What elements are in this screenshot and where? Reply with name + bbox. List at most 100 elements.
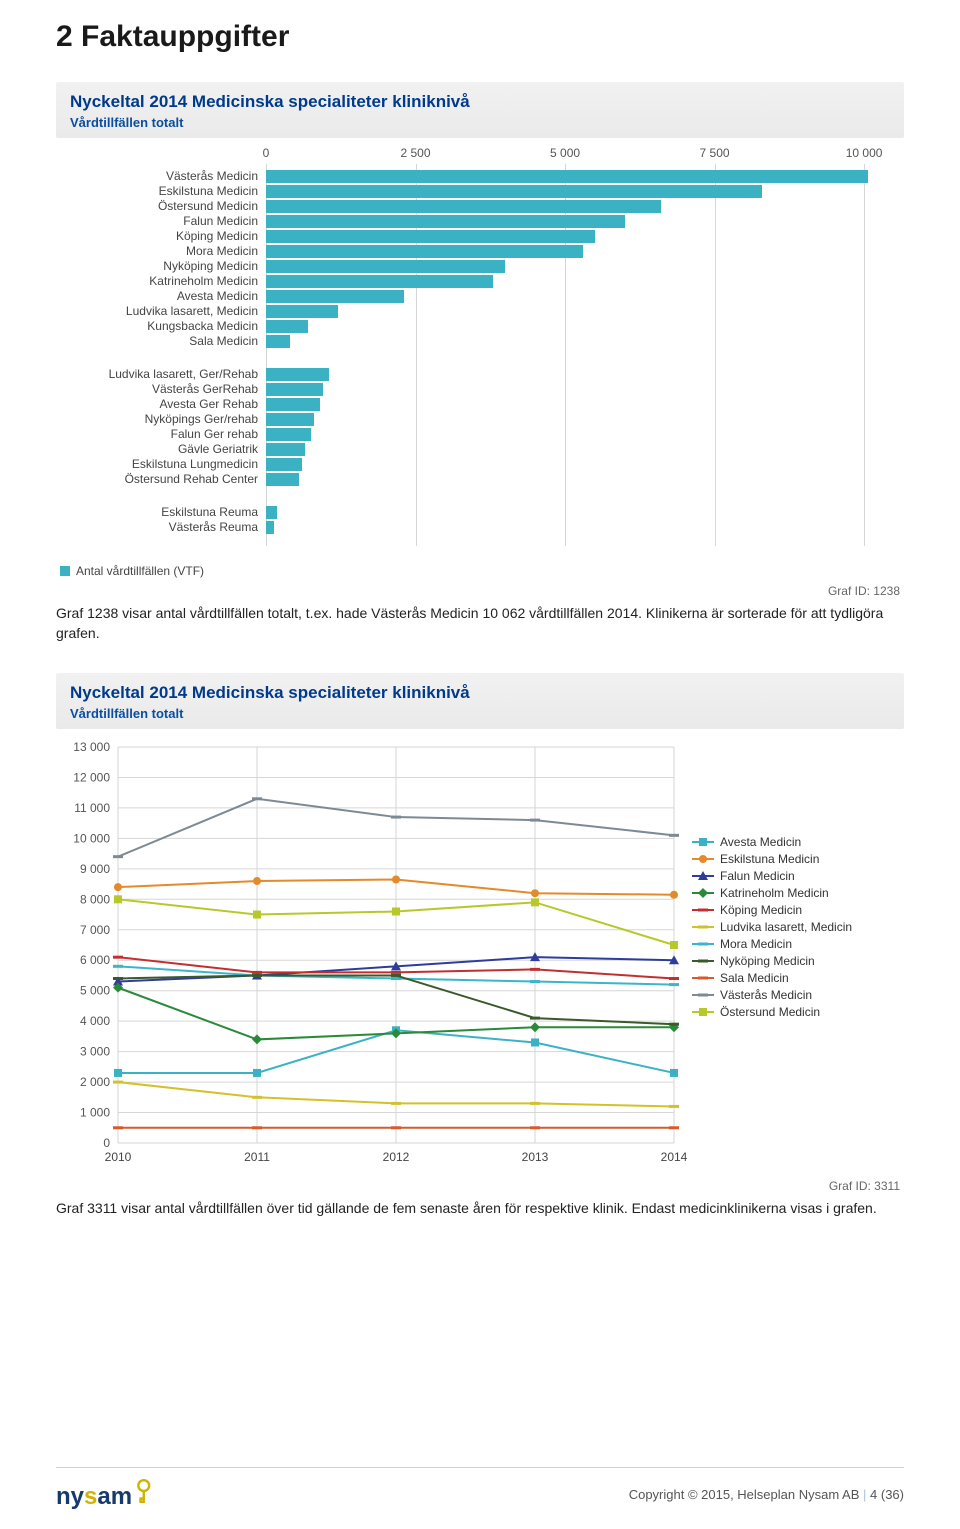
legend-item: Västerås Medicin <box>692 988 852 1002</box>
bar-label: Nyköpings Ger/rehab <box>56 412 258 426</box>
bar <box>266 305 338 318</box>
page-footer: nysam Copyright © 2015, Helseplan Nysam … <box>56 1467 904 1511</box>
bar <box>266 245 583 258</box>
chart1-subtitle: Vårdtillfällen totalt <box>70 115 890 130</box>
x-tick-label: 7 500 <box>685 146 745 160</box>
bar-label: Mora Medicin <box>56 244 258 258</box>
bar <box>266 200 661 213</box>
logo-text: nysam <box>56 1483 132 1511</box>
svg-text:1 000: 1 000 <box>80 1106 110 1120</box>
bar-label: Falun Medicin <box>56 214 258 228</box>
chart2-header: Nyckeltal 2014 Medicinska specialiteter … <box>56 673 904 729</box>
svg-text:2013: 2013 <box>522 1150 549 1164</box>
svg-text:12 000: 12 000 <box>73 771 110 785</box>
key-icon <box>134 1478 160 1504</box>
legend-item: Avesta Medicin <box>692 835 852 849</box>
legend-label: Västerås Medicin <box>720 988 812 1002</box>
bar <box>266 383 323 396</box>
legend-label: Köping Medicin <box>720 903 802 917</box>
legend-label: Katrineholm Medicin <box>720 886 829 900</box>
bar-label: Gävle Geriatrik <box>56 442 258 456</box>
svg-text:2010: 2010 <box>105 1150 132 1164</box>
svg-text:4 000: 4 000 <box>80 1014 110 1028</box>
svg-text:6 000: 6 000 <box>80 953 110 967</box>
x-tick-label: 5 000 <box>535 146 595 160</box>
logo-part-2: s <box>84 1483 97 1510</box>
logo-part-1: ny <box>56 1483 84 1510</box>
chart1-legend-label: Antal vårdtillfällen (VTF) <box>76 564 204 578</box>
legend-label: Mora Medicin <box>720 937 792 951</box>
bar-label: Eskilstuna Lungmedicin <box>56 457 258 471</box>
bar <box>266 215 625 228</box>
svg-text:9 000: 9 000 <box>80 862 110 876</box>
chart2-plot: 01 0002 0003 0004 0005 0006 0007 0008 00… <box>56 733 904 1173</box>
svg-text:2014: 2014 <box>661 1150 688 1164</box>
svg-text:2012: 2012 <box>383 1150 410 1164</box>
legend-label: Nyköping Medicin <box>720 954 815 968</box>
legend-item: Ludvika lasarett, Medicin <box>692 920 852 934</box>
bar <box>266 506 277 519</box>
bar <box>266 368 329 381</box>
bar-label: Köping Medicin <box>56 229 258 243</box>
chart2-graf-id: Graf ID: 3311 <box>56 1179 900 1193</box>
bar <box>266 521 274 534</box>
svg-text:13 000: 13 000 <box>73 740 110 754</box>
bar-label: Östersund Rehab Center <box>56 472 258 486</box>
svg-text:7 000: 7 000 <box>80 923 110 937</box>
bar-label: Falun Ger rehab <box>56 427 258 441</box>
bar <box>266 290 404 303</box>
chart1-header: Nyckeltal 2014 Medicinska specialiteter … <box>56 82 904 138</box>
legend-label: Sala Medicin <box>720 971 789 985</box>
legend-item: Eskilstuna Medicin <box>692 852 852 866</box>
svg-text:2 000: 2 000 <box>80 1075 110 1089</box>
bar <box>266 185 762 198</box>
legend-item: Katrineholm Medicin <box>692 886 852 900</box>
bar-label: Katrineholm Medicin <box>56 274 258 288</box>
legend-item: Nyköping Medicin <box>692 954 852 968</box>
legend-item: Sala Medicin <box>692 971 852 985</box>
caption1: Graf 1238 visar antal vårdtillfällen tot… <box>56 604 904 643</box>
bar-label: Avesta Ger Rehab <box>56 397 258 411</box>
chart2-title: Nyckeltal 2014 Medicinska specialiteter … <box>70 683 890 703</box>
bar-label: Eskilstuna Reuma <box>56 505 258 519</box>
svg-text:3 000: 3 000 <box>80 1045 110 1059</box>
copyright-line: Copyright © 2015, Helseplan Nysam AB | 4… <box>629 1487 904 1502</box>
bar <box>266 320 308 333</box>
legend-label: Avesta Medicin <box>720 835 801 849</box>
chart1-title: Nyckeltal 2014 Medicinska specialiteter … <box>70 92 890 112</box>
chart1-legend: Antal vårdtillfällen (VTF) <box>60 564 904 578</box>
bar-label: Västerås Medicin <box>56 169 258 183</box>
chart1-graf-id: Graf ID: 1238 <box>56 584 900 598</box>
bar-label: Ludvika lasarett, Ger/Rehab <box>56 367 258 381</box>
bar-label: Västerås GerRehab <box>56 382 258 396</box>
bar <box>266 443 305 456</box>
logo-part-3: am <box>97 1483 132 1510</box>
bar <box>266 170 868 183</box>
bar-label: Avesta Medicin <box>56 289 258 303</box>
logo: nysam <box>56 1478 160 1511</box>
caption2: Graf 3311 visar antal vårdtillfällen öve… <box>56 1199 904 1219</box>
x-tick-label: 2 500 <box>386 146 446 160</box>
legend-item: Falun Medicin <box>692 869 852 883</box>
svg-text:5 000: 5 000 <box>80 984 110 998</box>
bar <box>266 458 302 471</box>
svg-text:11 000: 11 000 <box>74 801 110 815</box>
gridline <box>715 164 716 546</box>
svg-text:2011: 2011 <box>244 1150 270 1164</box>
legend-item: Köping Medicin <box>692 903 852 917</box>
legend-label: Ludvika lasarett, Medicin <box>720 920 852 934</box>
chart2-subtitle: Vårdtillfällen totalt <box>70 706 890 721</box>
bar <box>266 428 311 441</box>
bar-label: Ludvika lasarett, Medicin <box>56 304 258 318</box>
svg-text:10 000: 10 000 <box>73 832 110 846</box>
legend-label: Eskilstuna Medicin <box>720 852 819 866</box>
bar-label: Nyköping Medicin <box>56 259 258 273</box>
bar <box>266 398 320 411</box>
legend-item: Östersund Medicin <box>692 1005 852 1019</box>
x-tick-label: 10 000 <box>834 146 894 160</box>
gridline <box>864 164 865 546</box>
bar-label: Kungsbacka Medicin <box>56 319 258 333</box>
copyright-text: Copyright © 2015, Helseplan Nysam AB <box>629 1487 860 1502</box>
bar-label: Västerås Reuma <box>56 520 258 534</box>
section-title: 2 Faktauppgifter <box>56 20 904 54</box>
